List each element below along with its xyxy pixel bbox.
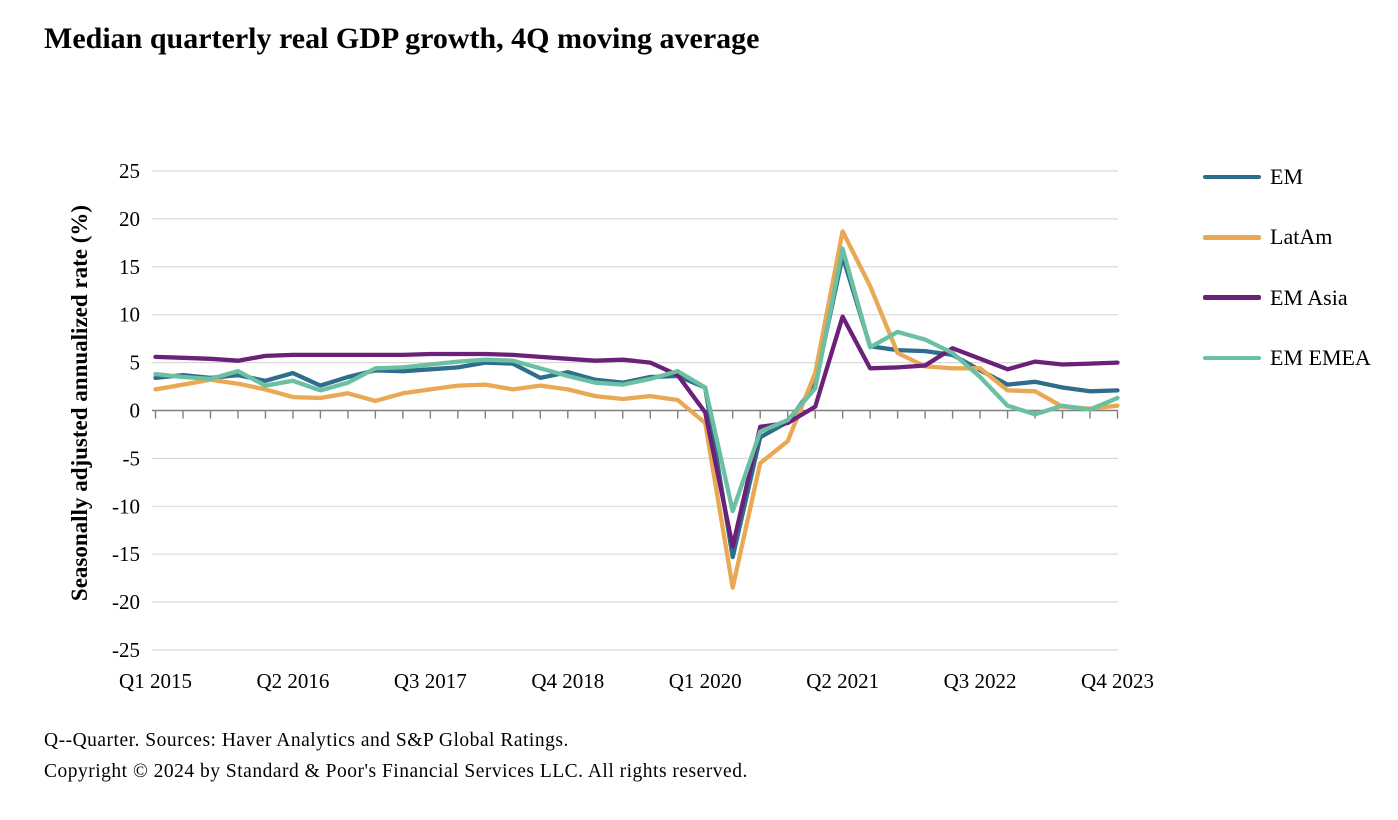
legend-item-em: EM bbox=[1203, 147, 1398, 207]
y-tick-label: -25 bbox=[112, 638, 140, 662]
legend-item-em-asia: EM Asia bbox=[1203, 268, 1398, 328]
y-tick-label: -20 bbox=[112, 590, 140, 614]
series-line-em bbox=[153, 254, 1120, 560]
legend-line-swatch-em bbox=[1203, 174, 1261, 180]
y-axis-title: Seasonally adjusted annualized rate (%) bbox=[67, 204, 92, 602]
y-tick-label: -10 bbox=[112, 494, 140, 518]
legend-label-em-asia: EM Asia bbox=[1270, 284, 1348, 310]
x-tick-label: Q4 2023 bbox=[1081, 669, 1154, 693]
x-tick-label: Q2 2021 bbox=[806, 669, 879, 693]
series-line-em-emea bbox=[153, 246, 1120, 514]
y-tick-label: 0 bbox=[130, 399, 141, 423]
x-tick-label: Q1 2020 bbox=[669, 669, 742, 693]
source-note: Q--Quarter. Sources: Haver Analytics and… bbox=[44, 730, 569, 751]
y-tick-label: 15 bbox=[119, 255, 140, 279]
chart-title: Median quarterly real GDP growth, 4Q mov… bbox=[44, 22, 760, 55]
series-line-em-asia bbox=[153, 314, 1120, 549]
legend-line-swatch-em-asia bbox=[1203, 295, 1261, 300]
legend-item-em-emea: EM EMEA bbox=[1203, 328, 1398, 388]
legend: EM LatAm EM Asia EM EMEA bbox=[1203, 147, 1398, 388]
y-tick-label: -15 bbox=[112, 542, 140, 566]
legend-label-em-emea: EM EMEA bbox=[1270, 345, 1371, 371]
legend-item-latam: LatAm bbox=[1203, 207, 1398, 267]
legend-label-latam: LatAm bbox=[1270, 224, 1333, 250]
y-tick-label: 5 bbox=[130, 351, 141, 375]
x-tick-label: Q3 2022 bbox=[944, 669, 1017, 693]
copyright-note: Copyright © 2024 by Standard & Poor's Fi… bbox=[44, 761, 748, 782]
y-tick-label: -5 bbox=[123, 446, 141, 470]
x-tick-label: Q2 2016 bbox=[256, 669, 329, 693]
x-tick-label: Q3 2017 bbox=[394, 669, 467, 693]
legend-line-swatch-em-emea bbox=[1203, 355, 1261, 361]
legend-label-em: EM bbox=[1270, 164, 1303, 190]
y-tick-label: 10 bbox=[119, 303, 140, 327]
x-tick-label: Q1 2015 bbox=[119, 669, 192, 693]
line-chart: 25 20 15 10 5 0 -5 -10 -15 -20 -25 Q1 2015 Q2 2016 Q3… bbox=[112, 159, 1154, 693]
series-line-latam bbox=[153, 229, 1120, 590]
x-tick-label: Q4 2018 bbox=[531, 669, 604, 693]
legend-line-swatch-latam bbox=[1203, 235, 1261, 240]
y-tick-label: 25 bbox=[119, 159, 140, 183]
y-tick-label: 20 bbox=[119, 207, 140, 231]
